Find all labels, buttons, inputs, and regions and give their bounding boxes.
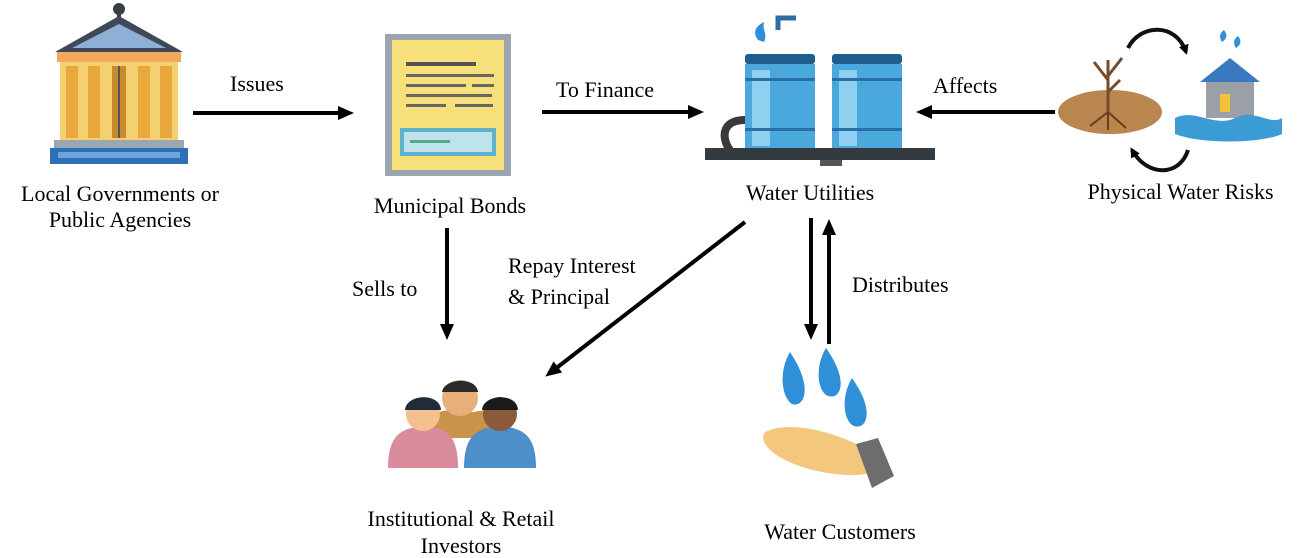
government-building-icon [50, 3, 188, 164]
government-label-line1: Local Governments or [21, 181, 219, 206]
distributes-label: Distributes [852, 272, 949, 297]
hand-water-drops-icon [763, 348, 894, 488]
water-tanks-icon [705, 15, 935, 166]
investors-group-icon [388, 380, 536, 468]
arrow-repay [545, 220, 747, 377]
issues-label: Issues [230, 71, 284, 96]
sells-to-label: Sells to [352, 276, 418, 301]
risks-label: Physical Water Risks [1087, 179, 1274, 204]
utilities-label: Water Utilities [745, 180, 875, 205]
bonds-label: Municipal Bonds [373, 193, 527, 218]
drought-flood-cycle-icon [1058, 27, 1282, 173]
affects-label: Affects [933, 73, 998, 98]
customers-label: Water Customers [764, 519, 916, 544]
government-label-line2: Public Agencies [48, 207, 192, 232]
to-finance-label: To Finance [556, 77, 655, 102]
investors-label-line1: Institutional & Retail [367, 506, 555, 531]
repay-label-line1: Repay Interest [508, 253, 636, 278]
repay-label-line2: & Principal [508, 284, 611, 309]
bond-certificate-icon [385, 34, 511, 176]
investors-label-line2: Investors [420, 533, 502, 558]
